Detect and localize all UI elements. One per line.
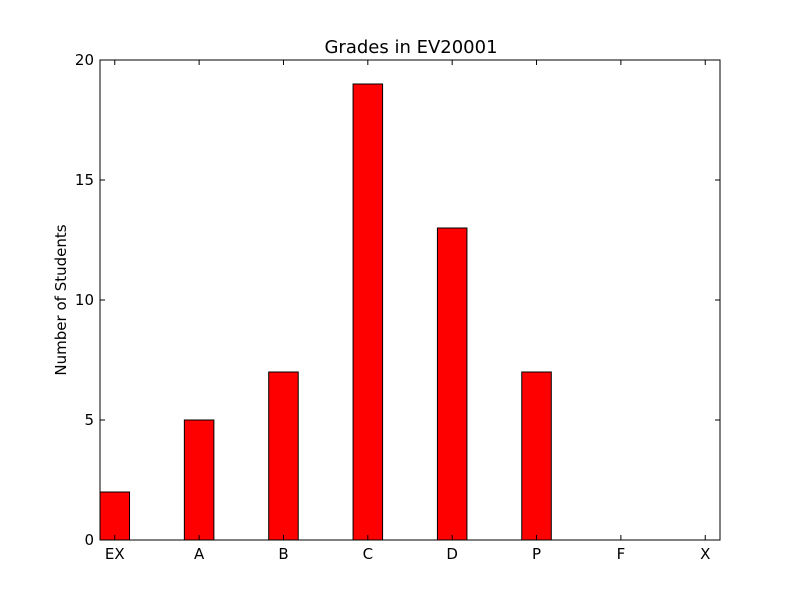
bar-c [352, 83, 384, 541]
bar-ex [99, 491, 131, 541]
plot-frame [99, 59, 721, 541]
y-tick-label: 15 [75, 171, 94, 189]
ticks-group: EX A B C D P F X 0 5 10 15 20 [75, 51, 720, 563]
x-tick-label: C [363, 545, 373, 563]
y-tick-label: 10 [75, 291, 94, 309]
bars-group [99, 83, 552, 541]
x-tick-label: A [194, 545, 205, 563]
x-tick-label: F [617, 545, 626, 563]
x-tick-label: D [446, 545, 458, 563]
y-tick-label: 5 [84, 411, 94, 429]
x-tick-label: X [700, 545, 710, 563]
bar-p [521, 371, 552, 541]
bar-a [183, 419, 215, 541]
y-axis-title: Number of Students [52, 224, 70, 375]
x-tick-label: EX [105, 545, 125, 563]
bar-d [436, 227, 468, 541]
x-tick-label: B [278, 545, 288, 563]
chart-title: Grades in EV20001 [324, 37, 497, 58]
bar-b [268, 371, 299, 541]
x-tick-label: P [532, 545, 541, 563]
y-tick-label: 20 [75, 51, 94, 69]
y-tick-label: 0 [84, 531, 94, 549]
